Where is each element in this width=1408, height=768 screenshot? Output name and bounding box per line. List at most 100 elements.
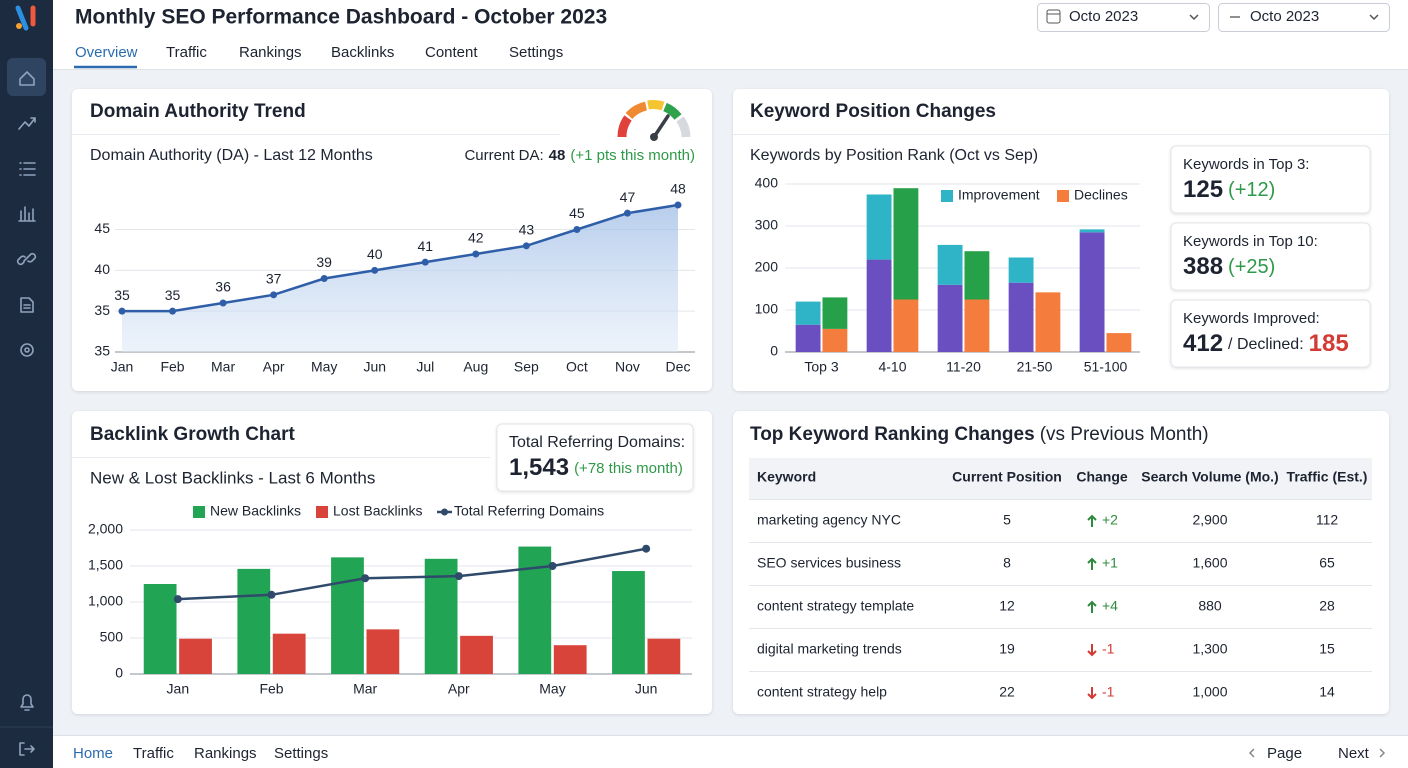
table-header-bg	[749, 458, 1372, 499]
bar	[866, 259, 892, 352]
nav-icon-notifications[interactable]	[20, 694, 34, 711]
line-marker	[267, 590, 276, 599]
nav-tab[interactable]: Rankings	[239, 44, 302, 61]
date-picker[interactable]: Octo 2023	[1218, 3, 1390, 32]
pager-next-icon[interactable]	[1379, 748, 1386, 758]
bar	[822, 328, 848, 352]
date-end[interactable]: Octo 2023	[1250, 8, 1319, 25]
stat-line: 1,543 (+78 this month)	[509, 454, 683, 481]
nav-icon-settings[interactable]	[20, 343, 34, 357]
footer-link[interactable]: Traffic	[133, 745, 174, 762]
y-tick-label: 300	[755, 217, 779, 233]
bar	[366, 629, 400, 674]
date-start[interactable]: Octo 2023	[1069, 8, 1138, 25]
date-picker[interactable]: Octo 2023	[1037, 3, 1210, 32]
y-tick-label: 2,000	[88, 521, 123, 537]
legend-swatch	[193, 506, 205, 518]
nav-icon-traffic[interactable]	[18, 117, 36, 130]
x-tick-label: May	[539, 681, 565, 697]
y-tick-label: 400	[755, 175, 779, 191]
nav-tab[interactable]: Settings	[509, 44, 563, 61]
card-title: Domain Authority Trend	[90, 101, 306, 122]
pager-next[interactable]: Next	[1338, 745, 1370, 762]
footer-link[interactable]: Home	[73, 745, 113, 762]
legend-label: Declines	[1074, 187, 1128, 203]
page-title: Monthly SEO Performance Dashboard - Octo…	[75, 6, 607, 29]
nav-icon-rankings[interactable]	[19, 162, 36, 176]
bar	[424, 558, 458, 674]
table-cell: 1,300	[1192, 641, 1227, 657]
table-cell: +2	[1102, 512, 1118, 528]
arrow-up	[1087, 514, 1097, 527]
chart-subtitle: Keywords by Position Rank (Oct vs Sep)	[750, 147, 1038, 164]
stat-label: Keywords in Top 10:	[1183, 233, 1318, 250]
stat-change: (+78 this month)	[574, 460, 683, 477]
nav-icon-logout[interactable]	[19, 742, 35, 756]
bar	[937, 244, 963, 285]
y-tick-label: 35	[94, 302, 110, 318]
table-cell: SEO services business	[757, 555, 901, 571]
y-tick-label: 35	[94, 343, 110, 359]
card-title: Backlink Growth Chart	[90, 424, 295, 445]
table-title: Top Keyword Ranking Changes	[750, 424, 1035, 445]
nav-icon-home[interactable]	[19, 71, 35, 86]
table-cell: 19	[999, 641, 1015, 657]
y-tick-label: 1,000	[88, 593, 123, 609]
stat-value: 412	[1183, 330, 1223, 357]
nav-tab[interactable]: Traffic	[166, 44, 207, 61]
bar	[179, 638, 212, 674]
table-cell: 28	[1319, 598, 1335, 614]
table-cell: 14	[1319, 684, 1335, 700]
nav-icon-reports[interactable]	[18, 206, 36, 222]
line-marker	[642, 544, 651, 553]
pager-prev-icon[interactable]	[1248, 748, 1255, 758]
x-tick-label: May	[311, 359, 337, 375]
bar	[1079, 229, 1105, 233]
bar	[795, 301, 821, 325]
footer-link[interactable]: Rankings	[194, 745, 257, 762]
table-cell: -1	[1102, 684, 1115, 700]
nav-icon-backlinks[interactable]	[16, 252, 37, 266]
chart-annotation: Current DA: 48 (+1 pts this month)	[464, 147, 695, 164]
arrow-up	[1087, 557, 1097, 570]
pager-prev[interactable]: Page	[1267, 745, 1302, 762]
data-label: 42	[468, 230, 484, 246]
table-cell: 112	[1316, 512, 1339, 528]
footer-link[interactable]: Settings	[274, 745, 328, 762]
bar	[893, 188, 919, 300]
data-label: 40	[367, 246, 383, 262]
bar	[1035, 292, 1061, 352]
nav-tab[interactable]: Backlinks	[331, 44, 394, 61]
y-tick-label: 1,500	[88, 557, 123, 573]
annotation-change: (+1 pts this month)	[570, 147, 695, 164]
x-tick-label: Oct	[566, 359, 588, 375]
line-marker	[548, 562, 557, 570]
y-tick-label: 40	[94, 261, 110, 277]
stat-value: 125	[1183, 176, 1223, 203]
bar	[964, 251, 990, 300]
nav-tab[interactable]: Overview	[75, 44, 138, 61]
line	[122, 203, 679, 313]
card-title: Top Keyword Ranking Changes (vs Previous …	[750, 424, 1209, 445]
x-tick-label: 51-100	[1084, 359, 1128, 375]
x-tick-label: Aug	[463, 359, 488, 375]
legend-label: New Backlinks	[210, 503, 301, 519]
nav-icon-content[interactable]	[20, 297, 34, 313]
nav-tab[interactable]: Content	[425, 44, 478, 61]
line-marker	[320, 275, 328, 282]
active-nav-bg	[7, 58, 46, 96]
stat-box: Keywords in Top 3: 125 (+12)	[1170, 145, 1371, 214]
x-tick-label: Jun	[363, 359, 386, 375]
stat-change: (+25)	[1228, 256, 1275, 278]
sidebar	[0, 0, 53, 768]
annotation-value: 48	[549, 147, 566, 164]
arrow-down	[1087, 644, 1097, 657]
table-header: Search Volume (Mo.)	[1141, 469, 1278, 485]
table-cell: marketing agency NYC	[757, 512, 901, 528]
stat-box: Keywords in Top 10: 388 (+25)	[1170, 222, 1371, 291]
table-cell: 8	[1003, 555, 1011, 571]
legend-label: Improvement	[958, 187, 1040, 203]
table-header: Traffic (Est.)	[1287, 469, 1368, 485]
table-subtitle: (vs Previous Month)	[1040, 424, 1209, 445]
